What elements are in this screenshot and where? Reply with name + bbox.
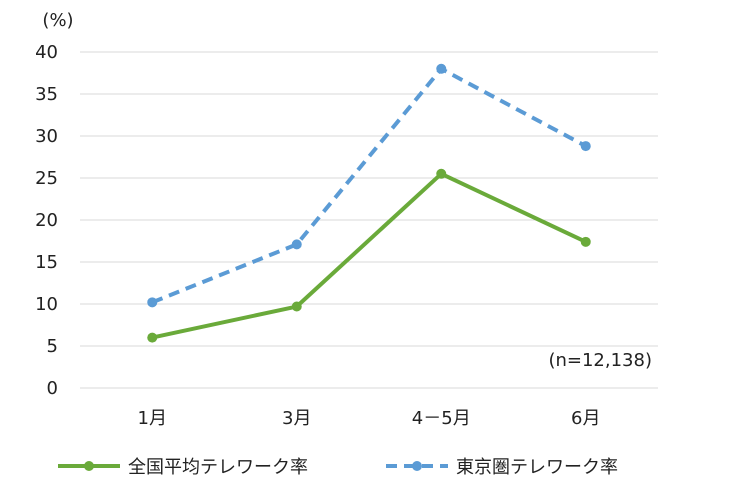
data-point <box>147 332 158 343</box>
data-point <box>147 297 158 308</box>
x-axis-ticks: 1月 3月 4－5月 6月 <box>138 408 601 429</box>
y-tick-label: 35 <box>35 84 58 105</box>
y-tick-label: 5 <box>47 336 58 357</box>
series-line <box>151 66 587 305</box>
y-unit-label: (%) <box>42 10 73 31</box>
series-2 <box>147 63 591 308</box>
y-tick-label: 30 <box>35 126 58 147</box>
legend-label: 全国平均テレワーク率 <box>128 457 308 478</box>
y-tick-label: 0 <box>47 378 58 399</box>
series-1 <box>147 168 591 343</box>
series-layer <box>147 63 591 343</box>
data-point <box>291 301 302 312</box>
legend-item: 東京圏テレワーク率 <box>386 457 618 478</box>
legend: 全国平均テレワーク率 東京圏テレワーク率 <box>58 457 618 478</box>
y-tick-label: 10 <box>35 294 58 315</box>
legend-label: 東京圏テレワーク率 <box>456 457 618 478</box>
gridlines <box>80 51 658 389</box>
y-tick-label: 40 <box>35 42 58 63</box>
sample-size-annotation: (n=12,138) <box>548 350 652 371</box>
x-tick-label: 6月 <box>571 408 600 429</box>
data-point <box>580 236 591 247</box>
data-point <box>580 141 591 152</box>
x-tick-label: 1月 <box>138 408 167 429</box>
x-tick-label: 3月 <box>282 408 311 429</box>
legend-swatch-marker <box>412 461 422 471</box>
y-tick-label: 15 <box>35 252 58 273</box>
legend-item: 全国平均テレワーク率 <box>58 457 308 478</box>
legend-swatch-marker <box>84 461 94 471</box>
data-point <box>436 63 447 74</box>
x-tick-label: 4－5月 <box>412 408 471 429</box>
data-point <box>291 239 302 250</box>
series-line <box>151 171 587 340</box>
y-axis-ticks: 0 5 10 15 20 25 30 35 40 <box>35 42 58 399</box>
y-tick-label: 25 <box>35 168 58 189</box>
data-point <box>436 168 447 179</box>
y-tick-label: 20 <box>35 210 58 231</box>
